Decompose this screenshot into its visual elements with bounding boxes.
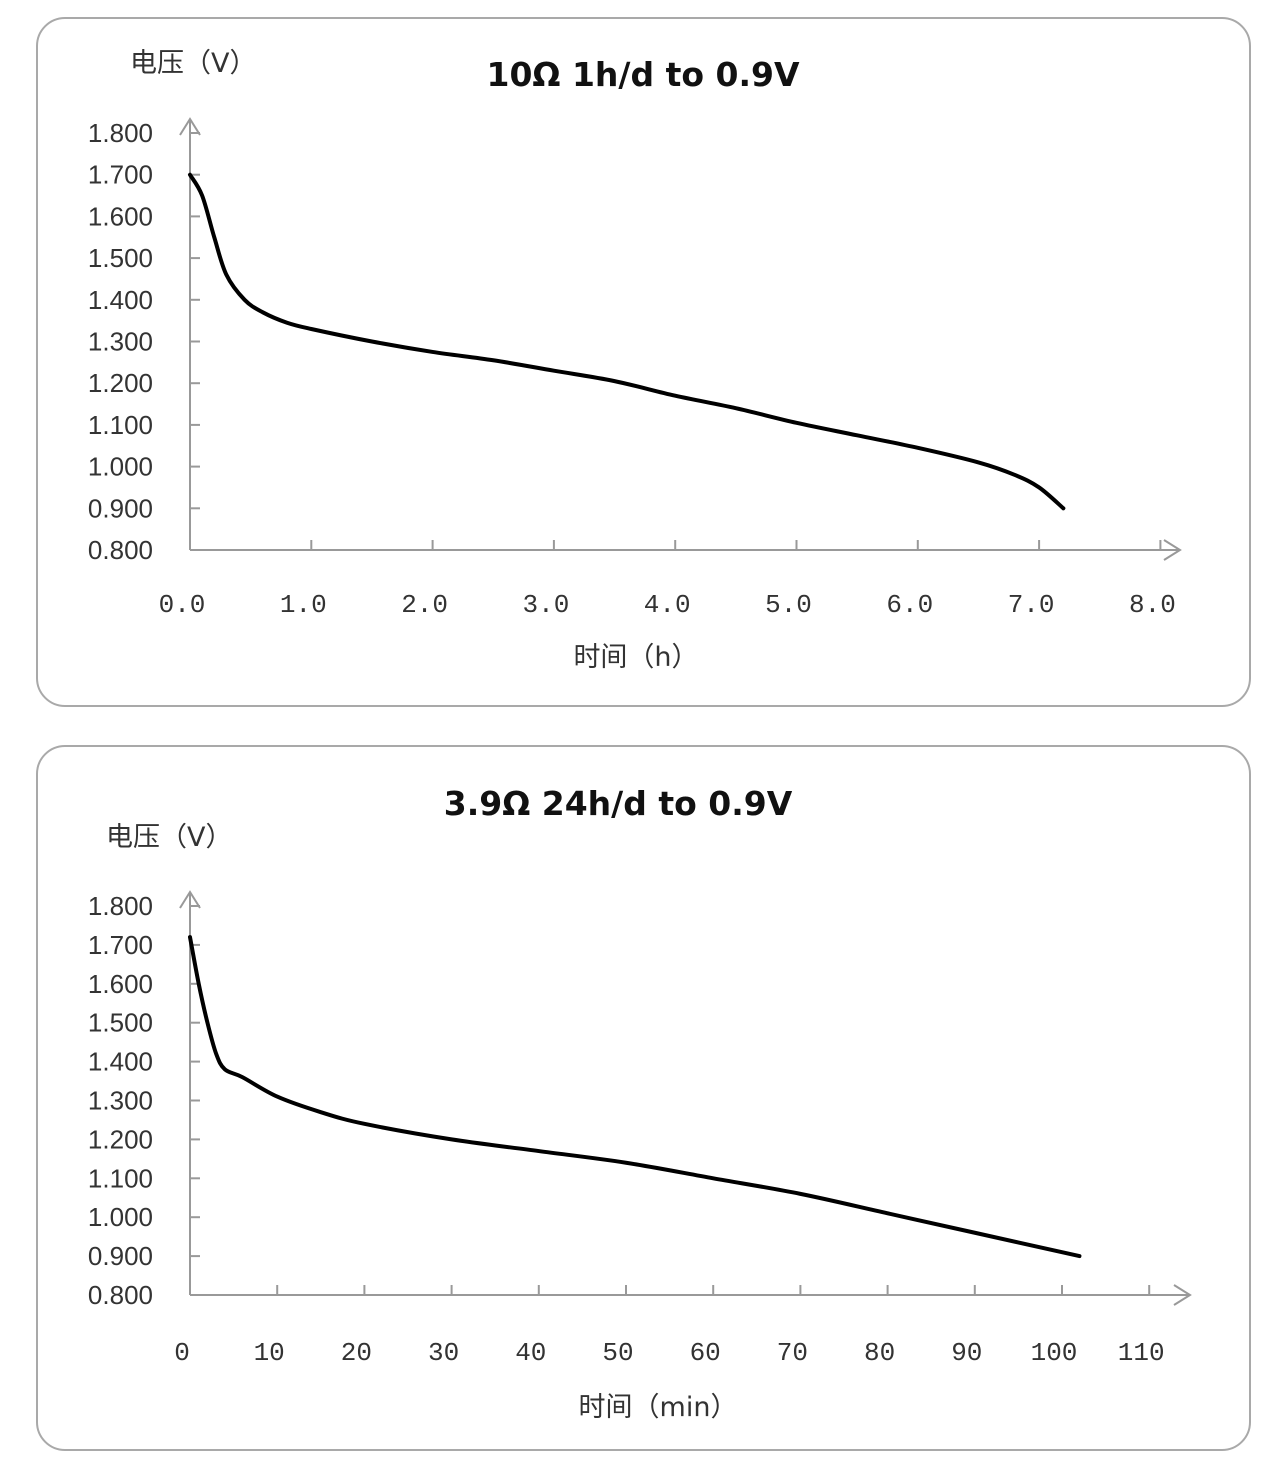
- chart-title-1: 10Ω 1h/d to 0.9V: [486, 55, 799, 94]
- y-tick-label: 1.100: [88, 1163, 153, 1193]
- y-axis-arrow: [179, 890, 201, 909]
- y-tick-label: 1.000: [88, 1202, 153, 1232]
- y-tick-label: 1.200: [88, 368, 153, 398]
- y-tick-label: 0.900: [88, 1241, 153, 1271]
- y-tick-label: 1.800: [88, 891, 153, 921]
- y-tick-label: 0.800: [88, 1280, 153, 1310]
- x-tick-label: 0: [174, 1338, 190, 1368]
- x-tick-label: 1.0: [280, 590, 327, 620]
- y-tick-label: 1.500: [88, 243, 153, 273]
- x-tick-label: 30: [428, 1338, 459, 1368]
- chart-panel-2: [36, 745, 1251, 1451]
- y-tick-label: 0.900: [88, 493, 153, 523]
- y-tick-label: 0.800: [88, 535, 153, 565]
- x-axis-arrow: [1173, 1284, 1192, 1306]
- x-tick-label: 20: [341, 1338, 372, 1368]
- x-tick-label: 70: [777, 1338, 808, 1368]
- x-tick-label: 7.0: [1008, 590, 1055, 620]
- x-tick-label: 0.0: [159, 590, 206, 620]
- y-tick-label: 1.600: [88, 201, 153, 231]
- y-tick-label: 1.800: [88, 118, 153, 148]
- y-tick-label: 1.600: [88, 969, 153, 999]
- x-tick-label: 40: [515, 1338, 546, 1368]
- x-axis-label-2: 时间（min）: [579, 1392, 738, 1423]
- y-tick-label: 1.700: [88, 930, 153, 960]
- y-axis-label-1: 电压（V）: [130, 48, 256, 79]
- y-tick-label: 1.100: [88, 410, 153, 440]
- y-axis-label-2: 电压（V）: [106, 822, 232, 853]
- x-tick-label: 8.0: [1129, 590, 1176, 620]
- discharge-curve-line: [188, 935, 1082, 1259]
- y-tick-label: 1.400: [88, 285, 153, 315]
- y-tick-label: 1.500: [88, 1008, 153, 1038]
- y-tick-label: 1.400: [88, 1047, 153, 1077]
- y-tick-label: 1.700: [88, 160, 153, 190]
- x-tick-label: 110: [1118, 1338, 1165, 1368]
- x-tick-label: 80: [864, 1338, 895, 1368]
- y-tick-label: 1.300: [88, 327, 153, 357]
- discharge-curve-line: [188, 172, 1066, 511]
- x-tick-label: 4.0: [644, 590, 691, 620]
- x-tick-label: 3.0: [522, 590, 569, 620]
- x-tick-label: 100: [1031, 1338, 1078, 1368]
- x-tick-label: 6.0: [886, 590, 933, 620]
- y-axis-arrow: [179, 117, 201, 136]
- chart-title-2: 3.9Ω 24h/d to 0.9V: [444, 784, 793, 823]
- y-tick-label: 1.000: [88, 452, 153, 482]
- chart-panel-1: [36, 17, 1251, 707]
- y-tick-label: 1.300: [88, 1086, 153, 1116]
- x-axis-arrow: [1163, 539, 1182, 561]
- x-tick-label: 90: [951, 1338, 982, 1368]
- x-tick-label: 2.0: [401, 590, 448, 620]
- y-tick-label: 1.200: [88, 1124, 153, 1154]
- x-tick-label: 10: [254, 1338, 285, 1368]
- x-tick-label: 60: [690, 1338, 721, 1368]
- x-tick-label: 5.0: [765, 590, 812, 620]
- x-axis-label-1: 时间（h）: [573, 642, 698, 673]
- x-tick-label: 50: [602, 1338, 633, 1368]
